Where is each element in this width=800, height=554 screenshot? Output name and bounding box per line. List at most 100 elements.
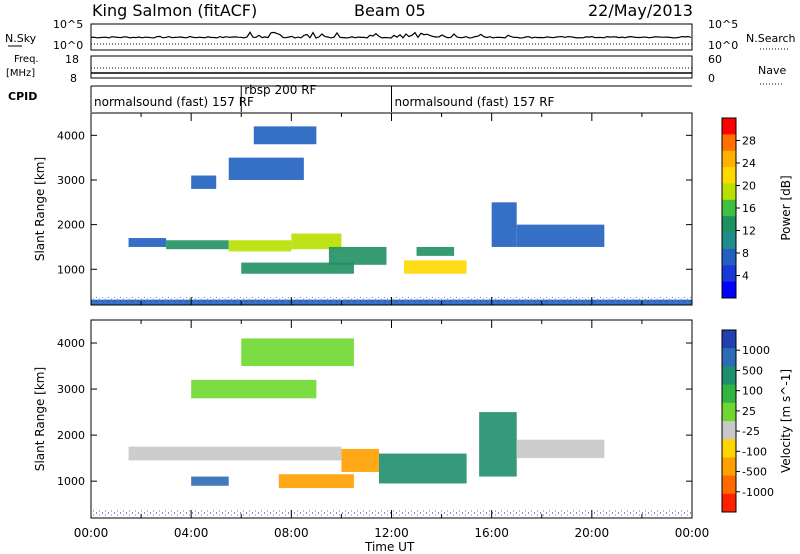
- heatmap-cell: [191, 476, 229, 486]
- colorbar-tick: 12: [742, 225, 756, 238]
- heatmap-cell: [241, 338, 354, 367]
- power-colorbar: 28 24 20 16 12 8 4 Power [dB]: [721, 117, 793, 299]
- x-tick-label: 12:00: [374, 526, 409, 540]
- cpid-segment-label: normalsound (fast) 157 RF: [395, 95, 555, 109]
- nsearch-tick-bottom: 10^0: [708, 39, 738, 52]
- heatmap-cell: [378, 453, 467, 484]
- freq-panel: [90, 55, 693, 79]
- heatmap-cell: [278, 474, 354, 489]
- heatmap-cell: [328, 246, 387, 265]
- heatmap-cell: [253, 126, 317, 145]
- colorbar-swatch: [722, 402, 736, 422]
- colorbar-tick: 24: [742, 157, 756, 170]
- heatmap-cell: [128, 238, 167, 247]
- y-tick-label: 2000: [57, 429, 85, 442]
- y-tick-label: 3000: [57, 174, 85, 187]
- nsky-panel: [90, 23, 693, 51]
- colorbar-swatch: [722, 199, 736, 217]
- colorbar-swatch: [722, 475, 736, 495]
- y-tick-label: 2000: [57, 219, 85, 232]
- power-panel: 1000 2000 3000 4000 Slant Range [km]: [33, 112, 693, 306]
- colorbar-swatch: [722, 421, 736, 440]
- nsky-label: N.Sky: [5, 32, 37, 45]
- colorbar-tick: 8: [742, 247, 749, 260]
- freq-unit: [MHz]: [6, 68, 35, 79]
- x-tick-label: 04:00: [174, 526, 209, 540]
- y-tick-label: 4000: [57, 129, 85, 142]
- colorbar-swatch: [722, 216, 736, 234]
- colorbar-tick: 500: [742, 364, 763, 377]
- heatmap-cell: [166, 240, 229, 250]
- colorbar-swatch: [722, 493, 736, 513]
- colorbar-tick: -100: [742, 445, 767, 458]
- colorbar-swatch: [722, 183, 736, 201]
- x-tick-label: 00:00: [675, 526, 710, 540]
- x-tick-label: 20:00: [575, 526, 610, 540]
- heatmap-cell: [228, 157, 304, 180]
- y-tick-label: 1000: [57, 475, 85, 488]
- cpid-label: CPID: [8, 90, 37, 103]
- time-axis: 00:00 04:00 08:00 12:00 16:00 20:00 00:00: [74, 526, 710, 540]
- colorbar-swatch: [722, 348, 736, 367]
- colorbar-swatch: [722, 248, 736, 266]
- colorbar-swatch: [722, 384, 736, 404]
- colorbar-tick: 16: [742, 202, 756, 215]
- colorbar-tick: 25: [742, 405, 756, 418]
- nave-tick-top: 60: [708, 53, 722, 66]
- colorbar-swatch: [722, 281, 736, 299]
- colorbar-tick: 28: [742, 135, 756, 148]
- colorbar-tick: -1000: [742, 486, 774, 499]
- cpid-segment-label: rbsp 200 RF: [244, 83, 316, 97]
- colorbar-swatch: [722, 265, 736, 283]
- colorbar-swatch: [722, 167, 736, 184]
- colorbar-swatch: [722, 330, 736, 349]
- colorbar-tick: -500: [742, 466, 767, 479]
- colorbar-swatch: [722, 150, 736, 168]
- y-tick-label: 4000: [57, 337, 85, 350]
- freq-tick-bottom: 8: [70, 72, 77, 85]
- nsearch-tick-top: 10^5: [708, 18, 738, 31]
- colorbar-tick: 20: [742, 180, 756, 193]
- x-axis-label: Time UT: [364, 540, 415, 554]
- y-tick-label: 3000: [57, 383, 85, 396]
- heatmap-cell: [191, 379, 317, 399]
- nave-tick-bottom: 0: [708, 72, 715, 85]
- freq-label: Freq.: [14, 54, 39, 65]
- x-tick-label: 16:00: [474, 526, 509, 540]
- velocity-colorbar: 1000 500 100 25 -25 -100 -500 -1000 Velocity [m …: [721, 329, 793, 513]
- heatmap-cell: [241, 262, 354, 274]
- date-title: 22/May/2013: [588, 1, 693, 20]
- nsky-series: [90, 31, 692, 39]
- nave-label: Nave: [758, 64, 786, 77]
- velocity-panel: 1000 2000 3000 4000 Slant Range [km]: [33, 319, 693, 519]
- heatmap-cell: [491, 202, 517, 247]
- colorbar-swatch: [722, 232, 736, 250]
- y-axis-label: Slant Range [km]: [33, 157, 47, 261]
- heatmap-cell: [291, 233, 342, 250]
- colorbar-label: Velocity [m s^-1]: [779, 369, 793, 473]
- colorbar-tick: -25: [742, 425, 760, 438]
- colorbar-swatch: [722, 366, 736, 386]
- colorbar-tick: 100: [742, 385, 763, 398]
- cpid-segment-label: normalsound (fast) 157 RF: [94, 95, 254, 109]
- colorbar-swatch: [722, 439, 736, 458]
- heatmap-cell: [479, 412, 517, 477]
- x-tick-label: 08:00: [274, 526, 309, 540]
- colorbar-label: Power [dB]: [779, 175, 793, 240]
- y-axis-label: Slant Range [km]: [33, 367, 47, 471]
- beam-title: Beam 05: [354, 1, 426, 20]
- heatmap-cell: [404, 260, 467, 274]
- heatmap-cell: [191, 175, 217, 189]
- colorbar-tick: 1000: [742, 344, 770, 357]
- nsky-tick-bottom: 10^0: [53, 39, 83, 52]
- heatmap-cell: [341, 448, 379, 472]
- nsearch-label: N.Search: [746, 32, 796, 45]
- station-title: King Salmon (fitACF): [92, 1, 257, 20]
- heatmap-cell: [516, 224, 605, 247]
- heatmap-cell: [128, 446, 342, 461]
- nsky-tick-top: 10^5: [53, 18, 83, 31]
- colorbar-swatch: [722, 134, 736, 152]
- heatmap-cell: [228, 240, 292, 252]
